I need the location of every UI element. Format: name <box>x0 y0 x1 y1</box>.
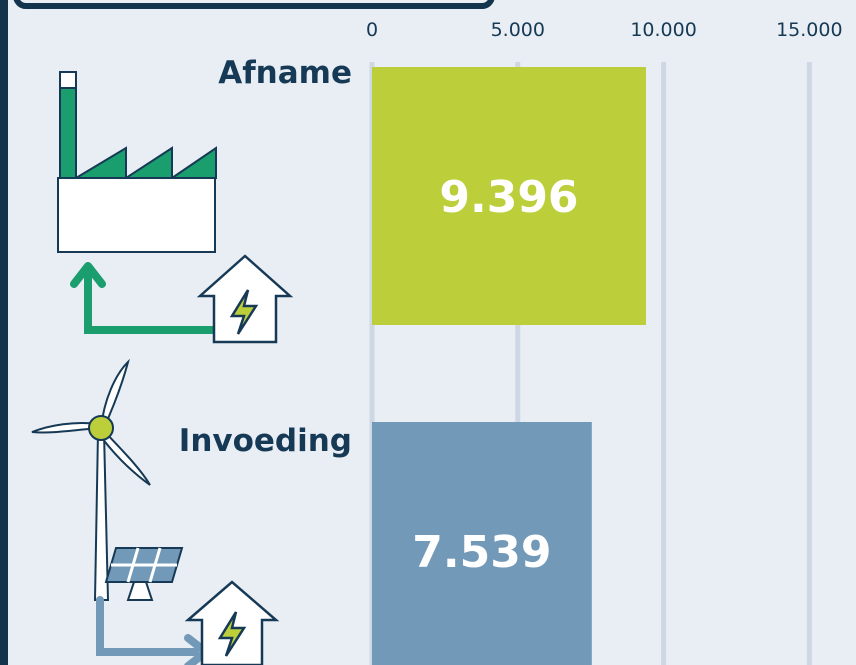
x-tick-label: 10.000 <box>630 19 696 41</box>
house-icon <box>196 254 294 344</box>
factory-icon <box>57 71 217 253</box>
value-label: 7.539 <box>412 527 551 578</box>
category-label: Invoeding <box>179 423 352 459</box>
left-border <box>0 0 8 665</box>
solar-panel-icon <box>104 547 184 601</box>
bar <box>372 422 592 665</box>
bars: 9.396 7.539 <box>372 67 646 665</box>
bar <box>372 67 646 325</box>
value-label: 9.396 <box>439 172 578 223</box>
header-box <box>13 0 495 9</box>
x-tick-label: 5.000 <box>491 19 545 41</box>
x-tick-label: 15.000 <box>776 19 842 41</box>
house-icon-2 <box>184 580 280 665</box>
category-label: Afname <box>218 55 352 91</box>
x-tick-label: 0 <box>366 19 378 41</box>
green-arrow <box>70 262 224 334</box>
